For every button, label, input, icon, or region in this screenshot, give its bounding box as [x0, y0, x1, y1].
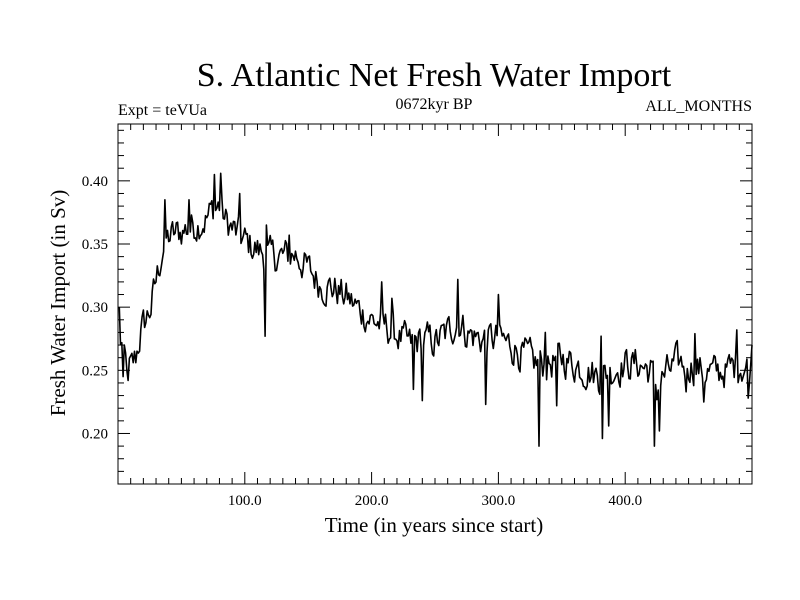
experiment-label: Expt = teVUa [118, 102, 207, 119]
x-tick-label: 100.0 [228, 493, 262, 509]
y-tick-label: 0.30 [82, 300, 108, 316]
period-label: 0672kyr BP [396, 96, 473, 113]
months-label: ALL_MONTHS [645, 98, 752, 115]
y-tick-label: 0.20 [82, 426, 108, 442]
plot-frame [117, 123, 753, 485]
series-line [118, 172, 753, 447]
x-tick-label: 200.0 [355, 493, 389, 509]
x-tick-label: 400.0 [608, 493, 642, 509]
axis-ticks: 100.0 200.0 300.0 400.0 0.20 0.25 0.30 0.35 0.40 [82, 124, 752, 509]
y-tick-label: 0.25 [82, 363, 108, 379]
x-tick-label: 300.0 [482, 493, 516, 509]
x-axis-label: Time (in years since start) [325, 513, 544, 537]
chart-title: S. Atlantic Net Fresh Water Import [197, 57, 672, 94]
series-layer [118, 172, 753, 447]
y-tick-label: 0.40 [82, 174, 108, 190]
y-axis-label: Fresh Water Import (in Sv) [46, 190, 70, 417]
y-tick-label: 0.35 [82, 237, 108, 253]
